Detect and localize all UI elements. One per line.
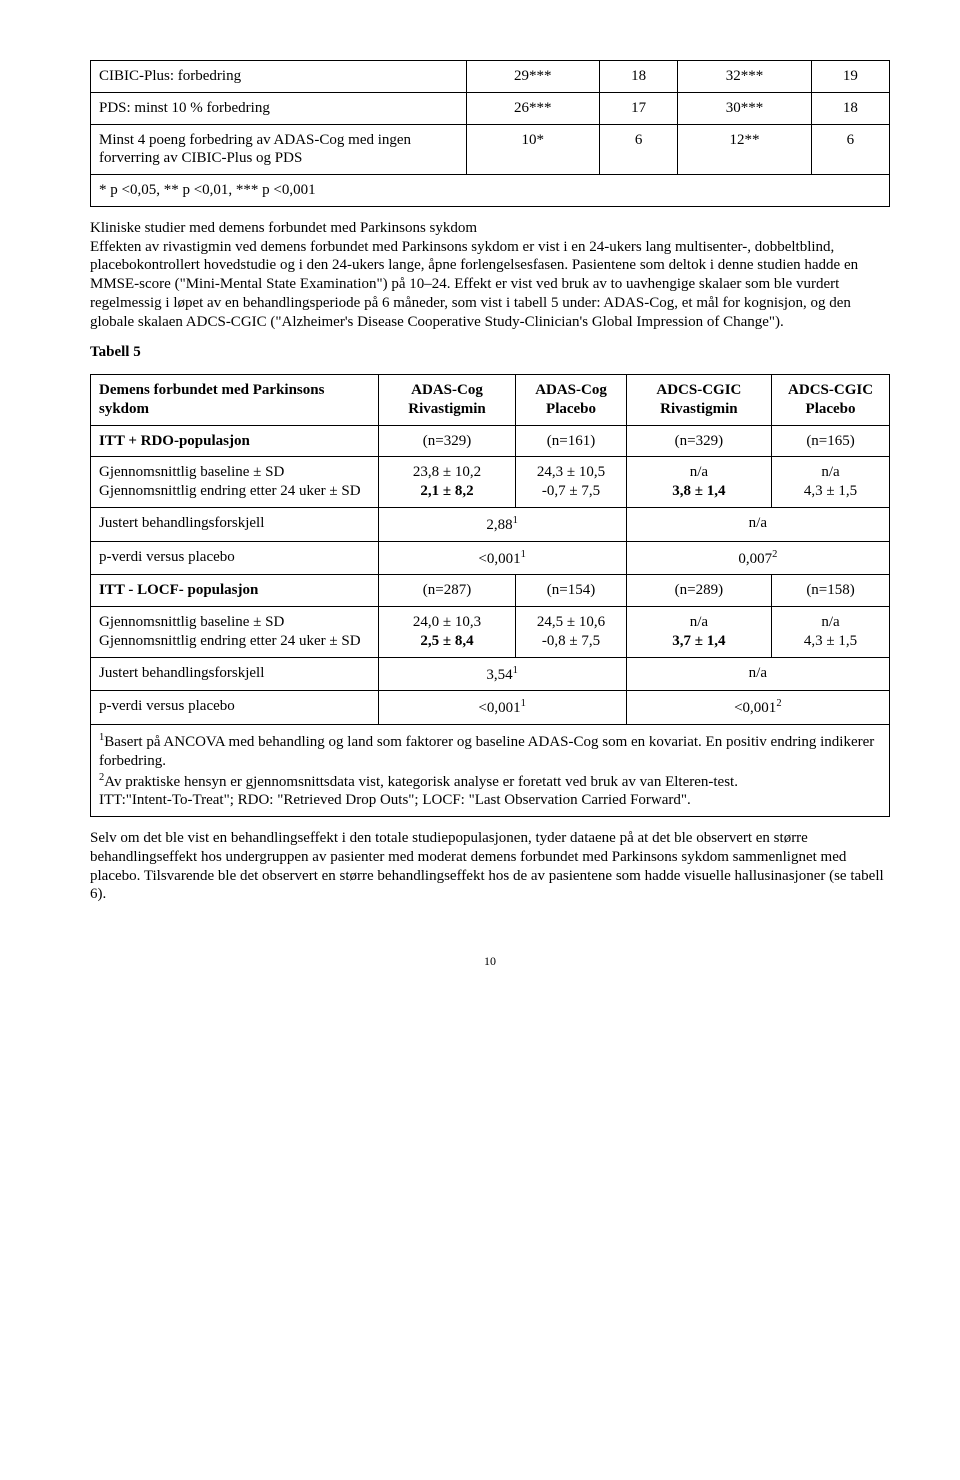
t2-b1-c3b: 3,8 ± 1,4 <box>672 483 725 499</box>
t2-p2-v2: <0,001 <box>734 700 776 716</box>
t1-r2-label: PDS: minst 10 % forbedring <box>99 100 270 116</box>
t2-b2-c4a: n/a <box>821 614 839 630</box>
t2-h1: Demens forbundet med Parkinsons sykdom <box>99 382 324 417</box>
t1-r2-c1: 26*** <box>514 100 552 116</box>
t1-r1-c2: 18 <box>631 68 646 84</box>
t1-r2-c3: 30*** <box>726 100 764 116</box>
t2-ittlocf-c2: (n=154) <box>547 582 595 598</box>
t2-b2-c1a: 24,0 ± 10,3 <box>413 614 481 630</box>
t2-b1-c4b: 4,3 ± 1,5 <box>804 483 857 499</box>
t2-b2-c3b: 3,7 ± 1,4 <box>672 633 725 649</box>
t2-p1-v2sup: 2 <box>772 549 777 560</box>
t2-ittlocf-c3: (n=289) <box>675 582 723 598</box>
para1-text: Kliniske studier med demens forbundet me… <box>90 220 477 236</box>
t1-r3-label: Minst 4 poeng forbedring av ADAS-Cog med… <box>99 132 411 167</box>
t2-b2-l2: Gjennomsnittlig endring etter 24 uker ± … <box>99 633 361 649</box>
t2-b1-c4a: n/a <box>821 464 839 480</box>
t2-ittrdo-c2: (n=161) <box>547 433 595 449</box>
t2-j2-v1sup: 1 <box>513 665 518 676</box>
t2-j2-v2: n/a <box>749 665 767 681</box>
t2-b2-c4b: 4,3 ± 1,5 <box>804 633 857 649</box>
t2-p1-v1: <0,001 <box>478 551 520 567</box>
t2-b1-l2: Gjennomsnittlig endring etter 24 uker ± … <box>99 483 361 499</box>
t2-ittrdo-c4: (n=165) <box>806 433 854 449</box>
t2-f2: Av praktiske hensyn er gjennomsnittsdata… <box>104 774 738 790</box>
t1-r1-label: CIBIC-Plus: forbedring <box>99 68 241 84</box>
t2-ittrdo-c3: (n=329) <box>675 433 723 449</box>
t2-h2: ADAS-Cog Rivastigmin <box>408 382 486 417</box>
t2-b1-c1a: 23,8 ± 10,2 <box>413 464 481 480</box>
t1-r1-c1: 29*** <box>514 68 552 84</box>
t2-j1-v2: n/a <box>749 515 767 531</box>
t2-p2-label: p-verdi versus placebo <box>99 698 235 714</box>
t2-f1: Basert på ANCOVA med behandling og land … <box>99 734 874 769</box>
t1-r2-c2: 17 <box>631 100 646 116</box>
t2-p2-v1: <0,001 <box>478 700 520 716</box>
t2-b2-c2a: 24,5 ± 10,6 <box>537 614 605 630</box>
t2-ittlocf-c4: (n=158) <box>806 582 854 598</box>
tabell5-label: Tabell 5 <box>90 343 890 362</box>
t2-j1-v1sup: 1 <box>513 515 518 526</box>
t2-p1-v2: 0,007 <box>738 551 772 567</box>
t1-footnote: * p <0,05, ** p <0,01, *** p <0,001 <box>99 182 316 198</box>
t2-b1-c2b: -0,7 ± 7,5 <box>542 483 600 499</box>
t2-h5: ADCS-CGIC Placebo <box>788 382 873 417</box>
t2-b1-c2a: 24,3 ± 10,5 <box>537 464 605 480</box>
t1-r3-c2: 6 <box>635 132 643 148</box>
t2-p1-label: p-verdi versus placebo <box>99 549 235 565</box>
t2-b1-c3a: n/a <box>690 464 708 480</box>
t1-r2-c4: 18 <box>843 100 858 116</box>
t2-ittrdo-c1: (n=329) <box>423 433 471 449</box>
t1-r3-c1: 10* <box>521 132 544 148</box>
t2-ittlocf-c1: (n=287) <box>423 582 471 598</box>
t2-b2-l1: Gjennomsnittlig baseline ± SD <box>99 614 284 630</box>
t2-p2-v2sup: 2 <box>776 698 781 709</box>
t1-r1-c4: 19 <box>843 68 858 84</box>
t2-b2-c1b: 2,5 ± 8,4 <box>420 633 473 649</box>
t2-j2-v1: 3,54 <box>486 667 512 683</box>
t2-j2-label: Justert behandlingsforskjell <box>99 665 264 681</box>
para3: Selv om det ble vist en behandlingseffek… <box>90 829 890 904</box>
t2-b2-c3a: n/a <box>690 614 708 630</box>
t2-h3: ADAS-Cog Placebo <box>535 382 607 417</box>
table-2: Demens forbundet med Parkinsons sykdom A… <box>90 374 890 817</box>
t2-ittlocf-label: ITT - LOCF- populasjon <box>99 582 258 598</box>
t2-b1-c1b: 2,1 ± 8,2 <box>420 483 473 499</box>
t2-h4: ADCS-CGIC Rivastigmin <box>656 382 741 417</box>
paragraph-heading: Kliniske studier med demens forbundet me… <box>90 219 890 332</box>
t1-r1-c3: 32*** <box>726 68 764 84</box>
t1-r3-c3: 12** <box>729 132 759 148</box>
t1-r3-c4: 6 <box>847 132 855 148</box>
page-number: 10 <box>90 954 890 969</box>
t2-b2-c2b: -0,8 ± 7,5 <box>542 633 600 649</box>
t2-j1-label: Justert behandlingsforskjell <box>99 515 264 531</box>
t2-j1-v1: 2,88 <box>486 517 512 533</box>
t2-p1-v1sup: 1 <box>521 549 526 560</box>
t2-p2-v1sup: 1 <box>521 698 526 709</box>
t2-b1-l1: Gjennomsnittlig baseline ± SD <box>99 464 284 480</box>
t2-f3: ITT:"Intent-To-Treat"; RDO: "Retrieved D… <box>99 792 691 808</box>
table-1: CIBIC-Plus: forbedring 29*** 18 32*** 19… <box>90 60 890 207</box>
para2-text: Effekten av rivastigmin ved demens forbu… <box>90 239 858 330</box>
t2-ittrdo-label: ITT + RDO-populasjon <box>99 433 250 449</box>
